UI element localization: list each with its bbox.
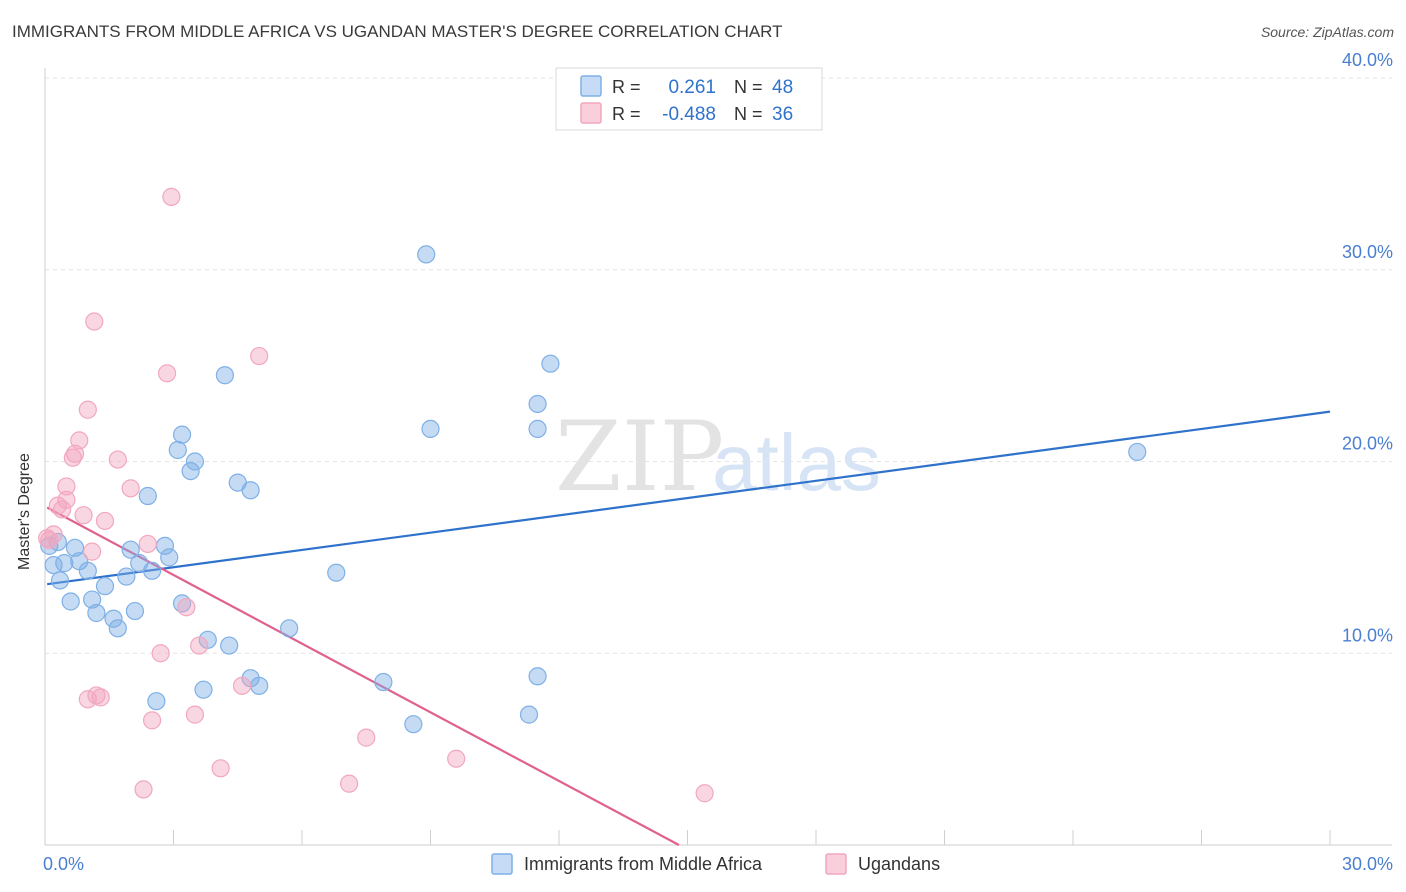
y-tick-label: 40.0% — [1342, 50, 1393, 70]
legend-r-label-2: R = — [612, 104, 641, 124]
legend-swatch-blue — [580, 75, 602, 97]
bottom-legend-label-pink: Ugandans — [858, 854, 940, 874]
point-middle-africa[interactable] — [121, 540, 140, 559]
bottom-legend-swatch-pink — [825, 853, 847, 875]
legend-r-value-2: -0.488 — [662, 104, 716, 125]
point-middle-africa[interactable] — [108, 619, 127, 638]
point-ugandans[interactable] — [74, 506, 93, 525]
point-ugandans[interactable] — [57, 477, 76, 496]
point-middle-africa[interactable] — [185, 452, 205, 471]
point-middle-africa[interactable] — [125, 601, 145, 621]
point-middle-africa[interactable] — [78, 561, 97, 580]
point-middle-africa[interactable] — [528, 419, 547, 439]
point-ugandans[interactable] — [142, 711, 162, 730]
legend-n-label-1: N = — [734, 77, 763, 97]
point-ugandans[interactable] — [85, 312, 104, 331]
point-middle-africa[interactable] — [220, 636, 239, 655]
point-ugandans[interactable] — [95, 511, 115, 531]
legend-n-label-2: N = — [734, 104, 763, 124]
point-middle-africa[interactable] — [519, 705, 539, 724]
point-ugandans[interactable] — [190, 636, 209, 655]
legend-box: R = 0.261 N = 48 R = -0.488 N = 36 — [555, 67, 823, 131]
point-middle-africa[interactable] — [55, 554, 74, 573]
legend-r-label-1: R = — [612, 77, 641, 97]
point-middle-africa[interactable] — [147, 692, 166, 711]
legend-r-value-1: 0.261 — [668, 77, 716, 98]
point-middle-africa[interactable] — [87, 603, 106, 623]
watermark-zip: ZIP — [555, 401, 724, 513]
point-ugandans[interactable] — [250, 346, 269, 366]
point-middle-africa[interactable] — [65, 538, 85, 557]
point-ugandans[interactable] — [340, 774, 359, 793]
x-tick-label-max: 30.0% — [1342, 854, 1393, 874]
point-ugandans[interactable] — [91, 688, 110, 707]
point-ugandans[interactable] — [695, 784, 714, 803]
point-ugandans[interactable] — [134, 780, 153, 799]
point-ugandans[interactable] — [57, 490, 76, 509]
point-ugandans[interactable] — [185, 705, 205, 724]
point-ugandans[interactable] — [65, 444, 85, 463]
point-ugandans[interactable] — [162, 187, 181, 206]
point-ugandans[interactable] — [70, 431, 89, 450]
chart-title: IMMIGRANTS FROM MIDDLE AFRICA VS UGANDAN… — [12, 22, 783, 41]
bottom-legend: Immigrants from Middle Africa Ugandans — [491, 853, 940, 875]
point-middle-africa[interactable] — [172, 425, 192, 444]
point-middle-africa[interactable] — [142, 561, 162, 580]
point-ugandans[interactable] — [357, 728, 376, 747]
legend-n-value-1: 48 — [772, 77, 793, 98]
legend-swatch-pink — [580, 102, 602, 124]
point-middle-africa[interactable] — [404, 715, 423, 734]
y-tick-label: 30.0% — [1342, 242, 1393, 262]
point-middle-africa[interactable] — [50, 571, 70, 590]
point-ugandans[interactable] — [157, 364, 177, 383]
point-middle-africa[interactable] — [250, 676, 269, 695]
source-credit: Source: ZipAtlas.com — [1260, 24, 1394, 40]
point-ugandans[interactable] — [447, 749, 466, 768]
point-middle-africa[interactable] — [138, 486, 157, 506]
point-middle-africa[interactable] — [168, 440, 187, 460]
point-middle-africa[interactable] — [374, 672, 393, 692]
trend-line-blue — [46, 410, 1331, 586]
point-ugandans[interactable] — [38, 529, 57, 548]
y-tick-label: 20.0% — [1342, 434, 1393, 454]
bottom-legend-swatch-blue — [491, 853, 513, 875]
point-ugandans[interactable] — [108, 450, 127, 469]
point-middle-africa[interactable] — [83, 590, 102, 609]
y-tick-label: 10.0% — [1342, 625, 1393, 645]
point-ugandans[interactable] — [121, 479, 140, 498]
point-middle-africa[interactable] — [541, 354, 560, 373]
point-ugandans[interactable] — [177, 598, 196, 617]
trend-line-pink — [46, 506, 680, 846]
point-middle-africa[interactable] — [117, 567, 136, 586]
legend-n-value-2: 36 — [772, 104, 793, 125]
point-middle-africa[interactable] — [181, 461, 200, 481]
point-middle-africa[interactable] — [1128, 442, 1147, 462]
point-middle-africa[interactable] — [241, 481, 260, 500]
point-middle-africa[interactable] — [61, 592, 80, 611]
point-ugandans[interactable] — [83, 542, 102, 561]
point-middle-africa[interactable] — [104, 609, 123, 628]
point-middle-africa[interactable] — [215, 366, 234, 385]
point-middle-africa[interactable] — [327, 563, 346, 582]
point-middle-africa[interactable] — [421, 419, 440, 439]
point-ugandans[interactable] — [138, 534, 157, 554]
point-middle-africa[interactable] — [528, 394, 547, 414]
point-middle-africa[interactable] — [417, 245, 436, 264]
watermark-atlas: atlas — [712, 418, 881, 507]
point-ugandans[interactable] — [151, 644, 170, 663]
point-middle-africa[interactable] — [194, 680, 213, 699]
point-middle-africa[interactable] — [160, 548, 179, 567]
point-middle-africa[interactable] — [280, 619, 299, 638]
x-tick-label-min: 0.0% — [43, 854, 84, 874]
point-ugandans[interactable] — [78, 400, 97, 419]
point-ugandans[interactable] — [232, 676, 252, 695]
point-ugandans[interactable] — [53, 500, 72, 519]
point-ugandans[interactable] — [211, 759, 230, 778]
point-middle-africa[interactable] — [95, 577, 115, 596]
point-middle-africa[interactable] — [528, 667, 547, 686]
bottom-legend-label-blue: Immigrants from Middle Africa — [524, 854, 763, 874]
